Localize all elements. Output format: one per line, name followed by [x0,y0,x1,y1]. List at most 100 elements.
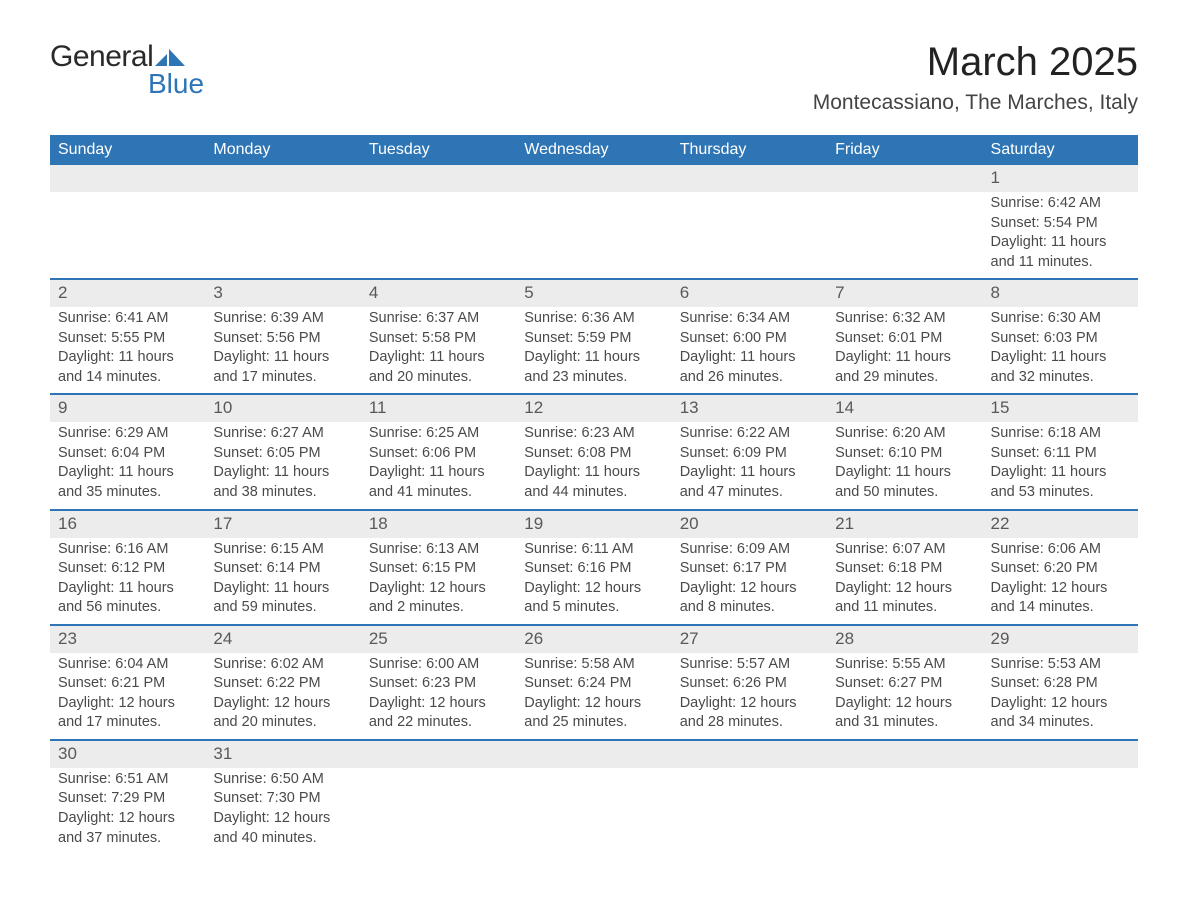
day-number: 4 [369,283,378,302]
daylight-text: Daylight: 11 hours and 50 minutes. [835,463,974,502]
day-number: 8 [991,283,1000,302]
day-number: 1 [991,168,1000,187]
day-number-cell: 18 [361,510,516,538]
title-block: March 2025 Montecassiano, The Marches, I… [813,40,1138,115]
weekday-header: Tuesday [361,135,516,165]
daylight-text: Daylight: 12 hours and 37 minutes. [58,809,197,848]
day-detail-row: Sunrise: 6:04 AMSunset: 6:21 PMDaylight:… [50,653,1138,740]
day-number-cell: 21 [827,510,982,538]
day-detail-row: Sunrise: 6:41 AMSunset: 5:55 PMDaylight:… [50,307,1138,394]
day-number: 3 [213,283,222,302]
day-number-cell: 17 [205,510,360,538]
day-number-cell: 20 [672,510,827,538]
day-detail-cell [827,768,982,854]
day-number-cell [672,740,827,768]
day-number: 24 [213,629,232,648]
sunset-text: Sunset: 6:01 PM [835,329,974,349]
day-number-cell: 25 [361,625,516,653]
sunset-text: Sunset: 5:59 PM [524,329,663,349]
day-detail-cell: Sunrise: 6:06 AMSunset: 6:20 PMDaylight:… [983,538,1138,625]
sunrise-text: Sunrise: 6:51 AM [58,770,197,790]
day-number: 23 [58,629,77,648]
sunrise-text: Sunrise: 6:22 AM [680,424,819,444]
sunset-text: Sunset: 6:24 PM [524,674,663,694]
daylight-text: Daylight: 12 hours and 20 minutes. [213,694,352,733]
sunrise-text: Sunrise: 6:16 AM [58,540,197,560]
sunset-text: Sunset: 6:12 PM [58,559,197,579]
sunrise-text: Sunrise: 5:55 AM [835,655,974,675]
day-number-cell [672,165,827,192]
sunset-text: Sunset: 6:00 PM [680,329,819,349]
day-detail-cell [361,768,516,854]
sunset-text: Sunset: 6:04 PM [58,444,197,464]
day-number-cell: 31 [205,740,360,768]
sunset-text: Sunset: 6:26 PM [680,674,819,694]
day-number: 10 [213,398,232,417]
day-number: 29 [991,629,1010,648]
day-number-cell [516,740,671,768]
sunset-text: Sunset: 5:56 PM [213,329,352,349]
sunrise-text: Sunrise: 6:27 AM [213,424,352,444]
sunset-text: Sunset: 6:20 PM [991,559,1130,579]
sunset-text: Sunset: 6:05 PM [213,444,352,464]
day-detail-cell: Sunrise: 6:04 AMSunset: 6:21 PMDaylight:… [50,653,205,740]
day-number-cell: 28 [827,625,982,653]
day-number: 7 [835,283,844,302]
sunset-text: Sunset: 6:18 PM [835,559,974,579]
sunrise-text: Sunrise: 6:42 AM [991,194,1130,214]
day-number-cell: 1 [983,165,1138,192]
day-number: 19 [524,514,543,533]
day-detail-cell: Sunrise: 6:20 AMSunset: 6:10 PMDaylight:… [827,422,982,509]
day-detail-cell: Sunrise: 6:32 AMSunset: 6:01 PMDaylight:… [827,307,982,394]
day-detail-row: Sunrise: 6:42 AMSunset: 5:54 PMDaylight:… [50,192,1138,279]
day-number-cell [205,165,360,192]
location-subtitle: Montecassiano, The Marches, Italy [813,91,1138,115]
daylight-text: Daylight: 12 hours and 25 minutes. [524,694,663,733]
day-detail-cell: Sunrise: 6:42 AMSunset: 5:54 PMDaylight:… [983,192,1138,279]
day-detail-cell [672,192,827,279]
daylight-text: Daylight: 11 hours and 14 minutes. [58,348,197,387]
day-number-cell: 15 [983,394,1138,422]
day-number-cell: 13 [672,394,827,422]
month-title: March 2025 [813,40,1138,85]
daylight-text: Daylight: 12 hours and 17 minutes. [58,694,197,733]
day-number-cell: 24 [205,625,360,653]
day-number: 25 [369,629,388,648]
sunrise-text: Sunrise: 6:36 AM [524,309,663,329]
day-number: 22 [991,514,1010,533]
sunset-text: Sunset: 6:11 PM [991,444,1130,464]
daylight-text: Daylight: 11 hours and 38 minutes. [213,463,352,502]
daylight-text: Daylight: 12 hours and 2 minutes. [369,579,508,618]
sunset-text: Sunset: 6:27 PM [835,674,974,694]
day-number-cell: 16 [50,510,205,538]
daylight-text: Daylight: 11 hours and 35 minutes. [58,463,197,502]
sunset-text: Sunset: 6:21 PM [58,674,197,694]
sunset-text: Sunset: 7:29 PM [58,789,197,809]
daylight-text: Daylight: 11 hours and 47 minutes. [680,463,819,502]
day-number-cell: 4 [361,279,516,307]
daylight-text: Daylight: 11 hours and 26 minutes. [680,348,819,387]
sunrise-text: Sunrise: 6:06 AM [991,540,1130,560]
day-number-cell: 9 [50,394,205,422]
day-number: 26 [524,629,543,648]
sunset-text: Sunset: 6:03 PM [991,329,1130,349]
daylight-text: Daylight: 11 hours and 20 minutes. [369,348,508,387]
sunset-text: Sunset: 6:08 PM [524,444,663,464]
sunrise-text: Sunrise: 6:50 AM [213,770,352,790]
weekday-header: Monday [205,135,360,165]
daylight-text: Daylight: 11 hours and 44 minutes. [524,463,663,502]
day-number: 16 [58,514,77,533]
day-detail-cell [205,192,360,279]
brand-word-general: General [50,40,153,74]
day-detail-cell [672,768,827,854]
day-detail-cell: Sunrise: 6:50 AMSunset: 7:30 PMDaylight:… [205,768,360,854]
daylight-text: Daylight: 11 hours and 59 minutes. [213,579,352,618]
sunset-text: Sunset: 5:54 PM [991,214,1130,234]
sunrise-text: Sunrise: 5:57 AM [680,655,819,675]
weekday-header: Saturday [983,135,1138,165]
day-number-row: 3031 [50,740,1138,768]
brand-word-blue: Blue [148,68,204,100]
sunset-text: Sunset: 6:28 PM [991,674,1130,694]
day-detail-cell: Sunrise: 5:57 AMSunset: 6:26 PMDaylight:… [672,653,827,740]
day-detail-cell: Sunrise: 6:07 AMSunset: 6:18 PMDaylight:… [827,538,982,625]
